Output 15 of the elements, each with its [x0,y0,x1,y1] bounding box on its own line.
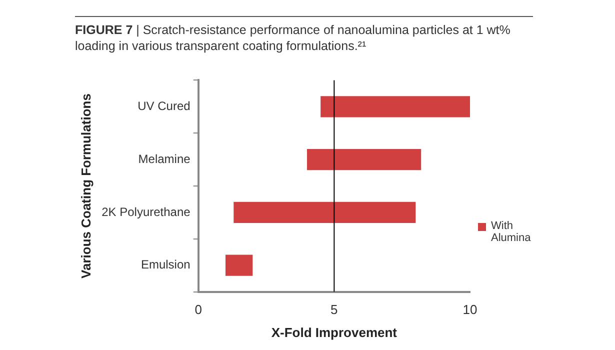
bar [225,254,253,276]
y-tick-label: Emulsion [140,258,190,272]
y-tick-label: 2K Polyurethane [102,204,191,219]
chart-title: FIGURE 7 | Scratch-resistance performance of nanoalumina particles at 1 wt% loading in various transparent coating formulations.²¹ [75,23,510,53]
y-tick-label: UV Cured [138,98,190,113]
x-tick-label: 0 [194,302,202,318]
y-tick-label: Melamine [138,152,191,166]
legend-label: With Alumina [491,220,532,244]
y-axis-title: Various Coating Formulations [78,94,94,278]
x-tick-label: 10 [462,302,478,318]
bar [306,148,422,170]
x-axis-title: X-Fold Improvement [271,324,398,340]
bar [320,96,470,118]
bar [234,202,416,224]
x-tick-label: 5 [330,302,338,318]
